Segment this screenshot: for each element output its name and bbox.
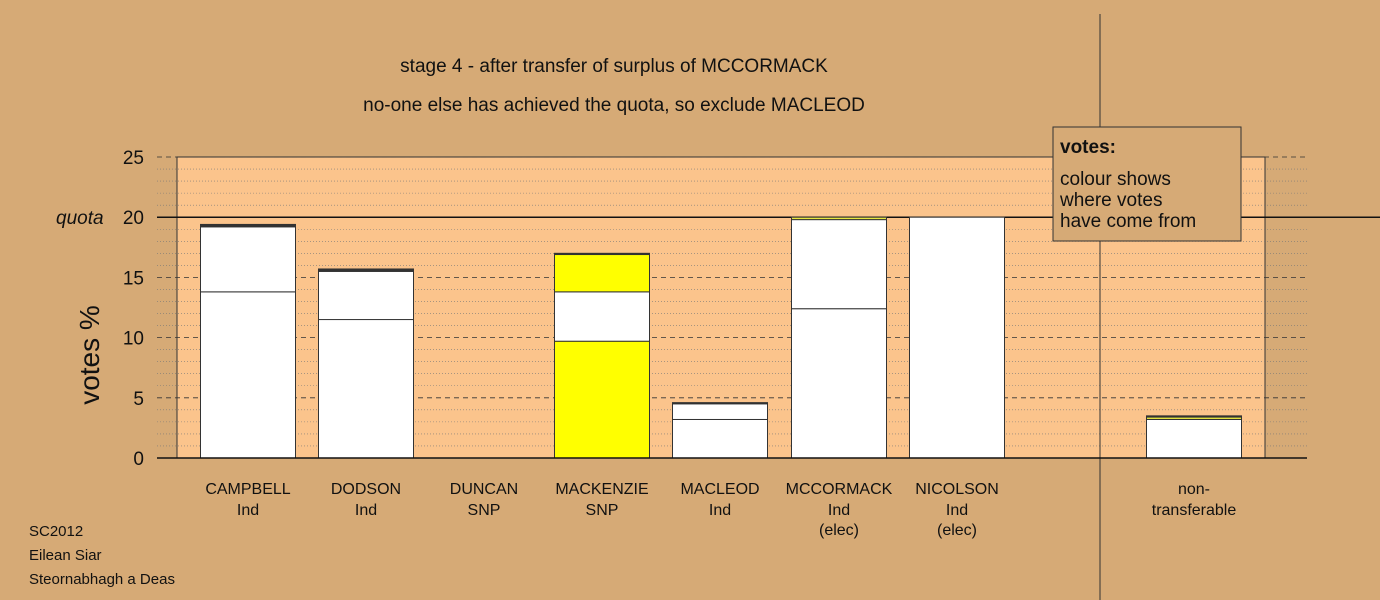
axes-layer: 0 5 10 15 20 25 quota CAMPBELL Ind DODSON Ind DUNCA… xyxy=(56,14,1307,600)
nontransferable-label-1: non- xyxy=(1178,481,1210,498)
y-tick-label: 20 xyxy=(123,208,144,229)
candidate-name: DUNCAN xyxy=(450,481,518,498)
bar-segment xyxy=(791,308,887,459)
bar-campbell xyxy=(200,223,296,459)
candidate-party: Ind xyxy=(237,502,259,519)
candidate-party: SNP xyxy=(586,502,619,519)
nontransferable-label-2: transferable xyxy=(1152,502,1237,519)
candidate-status: (elec) xyxy=(937,522,977,539)
candidate-name: DODSON xyxy=(331,481,401,498)
chart-title: stage 4 - after transfer of surplus of M… xyxy=(400,56,828,77)
legend-line-3: have come from xyxy=(1060,211,1196,232)
candidate-name: MCCORMACK xyxy=(786,481,893,498)
bar-macleod xyxy=(672,402,768,459)
bar-segment xyxy=(672,403,768,420)
y-tick-label: 15 xyxy=(123,268,144,289)
bar-segment xyxy=(200,223,296,228)
bar-segment xyxy=(554,291,650,342)
candidate-party: Ind xyxy=(828,502,850,519)
bar-segment xyxy=(200,226,296,293)
bar-segment xyxy=(554,340,650,459)
y-axis-label: votes % xyxy=(74,305,105,405)
bars-layer xyxy=(200,216,1242,459)
bar-segment xyxy=(672,418,768,459)
bar-segment xyxy=(554,254,650,293)
y-tick-label: 25 xyxy=(123,148,144,169)
legend-box: votes: colour shows where votes have com… xyxy=(1052,126,1242,242)
candidate-party: Ind xyxy=(946,502,968,519)
legend-line-1: colour shows xyxy=(1060,169,1171,190)
footer-line-3: Steornabhagh a Deas xyxy=(29,571,175,588)
candidate-party: SNP xyxy=(468,502,501,519)
bar-segment xyxy=(1146,415,1242,418)
candidate-name: MACKENZIE xyxy=(555,481,648,498)
footer-notes: SC2012 Eilean Siar Steornabhagh a Deas xyxy=(29,523,175,588)
candidate-party: Ind xyxy=(709,502,731,519)
bar-segment xyxy=(318,319,414,459)
candidate-name: MACLEOD xyxy=(680,481,759,498)
y-tick-label: 0 xyxy=(133,449,144,470)
candidate-name: CAMPBELL xyxy=(205,481,290,498)
legend-frame xyxy=(1052,126,1242,242)
bar-mccormack xyxy=(791,216,887,459)
bar-segment xyxy=(791,219,887,310)
bar-mackenzie xyxy=(554,252,650,459)
chart-subtitle: no-one else has achieved the quota, so e… xyxy=(363,95,865,116)
bar-nontransferable xyxy=(1146,415,1242,459)
bar-segment xyxy=(672,402,768,405)
bar-segment xyxy=(200,291,296,459)
y-tick-label: 5 xyxy=(133,389,144,410)
candidate-status: (elec) xyxy=(819,522,859,539)
quota-label: quota xyxy=(56,208,104,229)
footer-line-2: Eilean Siar xyxy=(29,547,102,564)
bar-dodson xyxy=(318,268,414,459)
bar-segment xyxy=(909,216,1005,459)
candidate-party: Ind xyxy=(355,502,377,519)
candidate-name: NICOLSON xyxy=(915,481,999,498)
bar-nicolson xyxy=(909,216,1005,459)
bar-segment xyxy=(318,270,414,321)
bar-segment xyxy=(791,216,887,221)
footer-line-1: SC2012 xyxy=(29,523,83,540)
legend-line-2: where votes xyxy=(1059,190,1162,211)
bar-segment xyxy=(554,252,650,256)
bar-segment xyxy=(1146,418,1242,459)
y-tick-label: 10 xyxy=(123,329,144,350)
legend-heading: votes: xyxy=(1060,137,1116,158)
bar-segment xyxy=(318,268,414,272)
